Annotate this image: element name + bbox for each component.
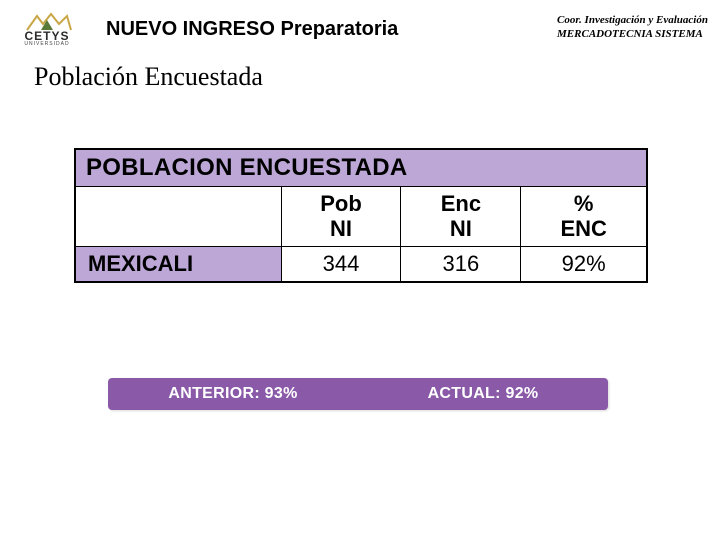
logo-sub: UNIVERSIDAD <box>24 42 69 47</box>
table-column-headers: Pob NI Enc NI % ENC <box>76 187 647 247</box>
col-enc: Enc NI <box>401 187 521 247</box>
comparison-bar: ANTERIOR: 93% ACTUAL: 92% <box>108 378 608 410</box>
cell-enc: 316 <box>401 246 521 281</box>
slide-title: NUEVO INGRESO Preparatoria <box>106 18 398 41</box>
cell-city: MEXICALI <box>76 246 282 281</box>
survey-table: POBLACION ENCUESTADA Pob NI Enc NI % ENC <box>74 148 648 283</box>
slide-header: CETYS UNIVERSIDAD NUEVO INGRESO Preparat… <box>12 8 708 50</box>
col-pct: % ENC <box>521 187 647 247</box>
department-block: Coor. Investigación y Evaluación MERCADO… <box>557 14 708 42</box>
col-blank <box>76 187 282 247</box>
department-line-1: Coor. Investigación y Evaluación <box>557 14 708 28</box>
table-row: MEXICALI 344 316 92% <box>76 246 647 281</box>
current-pct: ACTUAL: 92% <box>358 385 608 403</box>
previous-pct: ANTERIOR: 93% <box>108 385 358 403</box>
logo-name: CETYS <box>24 30 69 42</box>
col-pob: Pob NI <box>281 187 401 247</box>
department-line-2: MERCADOTECNIA SISTEMA <box>557 28 708 42</box>
table-title: POBLACION ENCUESTADA <box>76 150 647 187</box>
slide-subtitle: Población Encuestada <box>34 62 263 92</box>
cell-pob: 344 <box>281 246 401 281</box>
cell-pct: 92% <box>521 246 647 281</box>
cetys-logo: CETYS UNIVERSIDAD <box>12 8 82 50</box>
